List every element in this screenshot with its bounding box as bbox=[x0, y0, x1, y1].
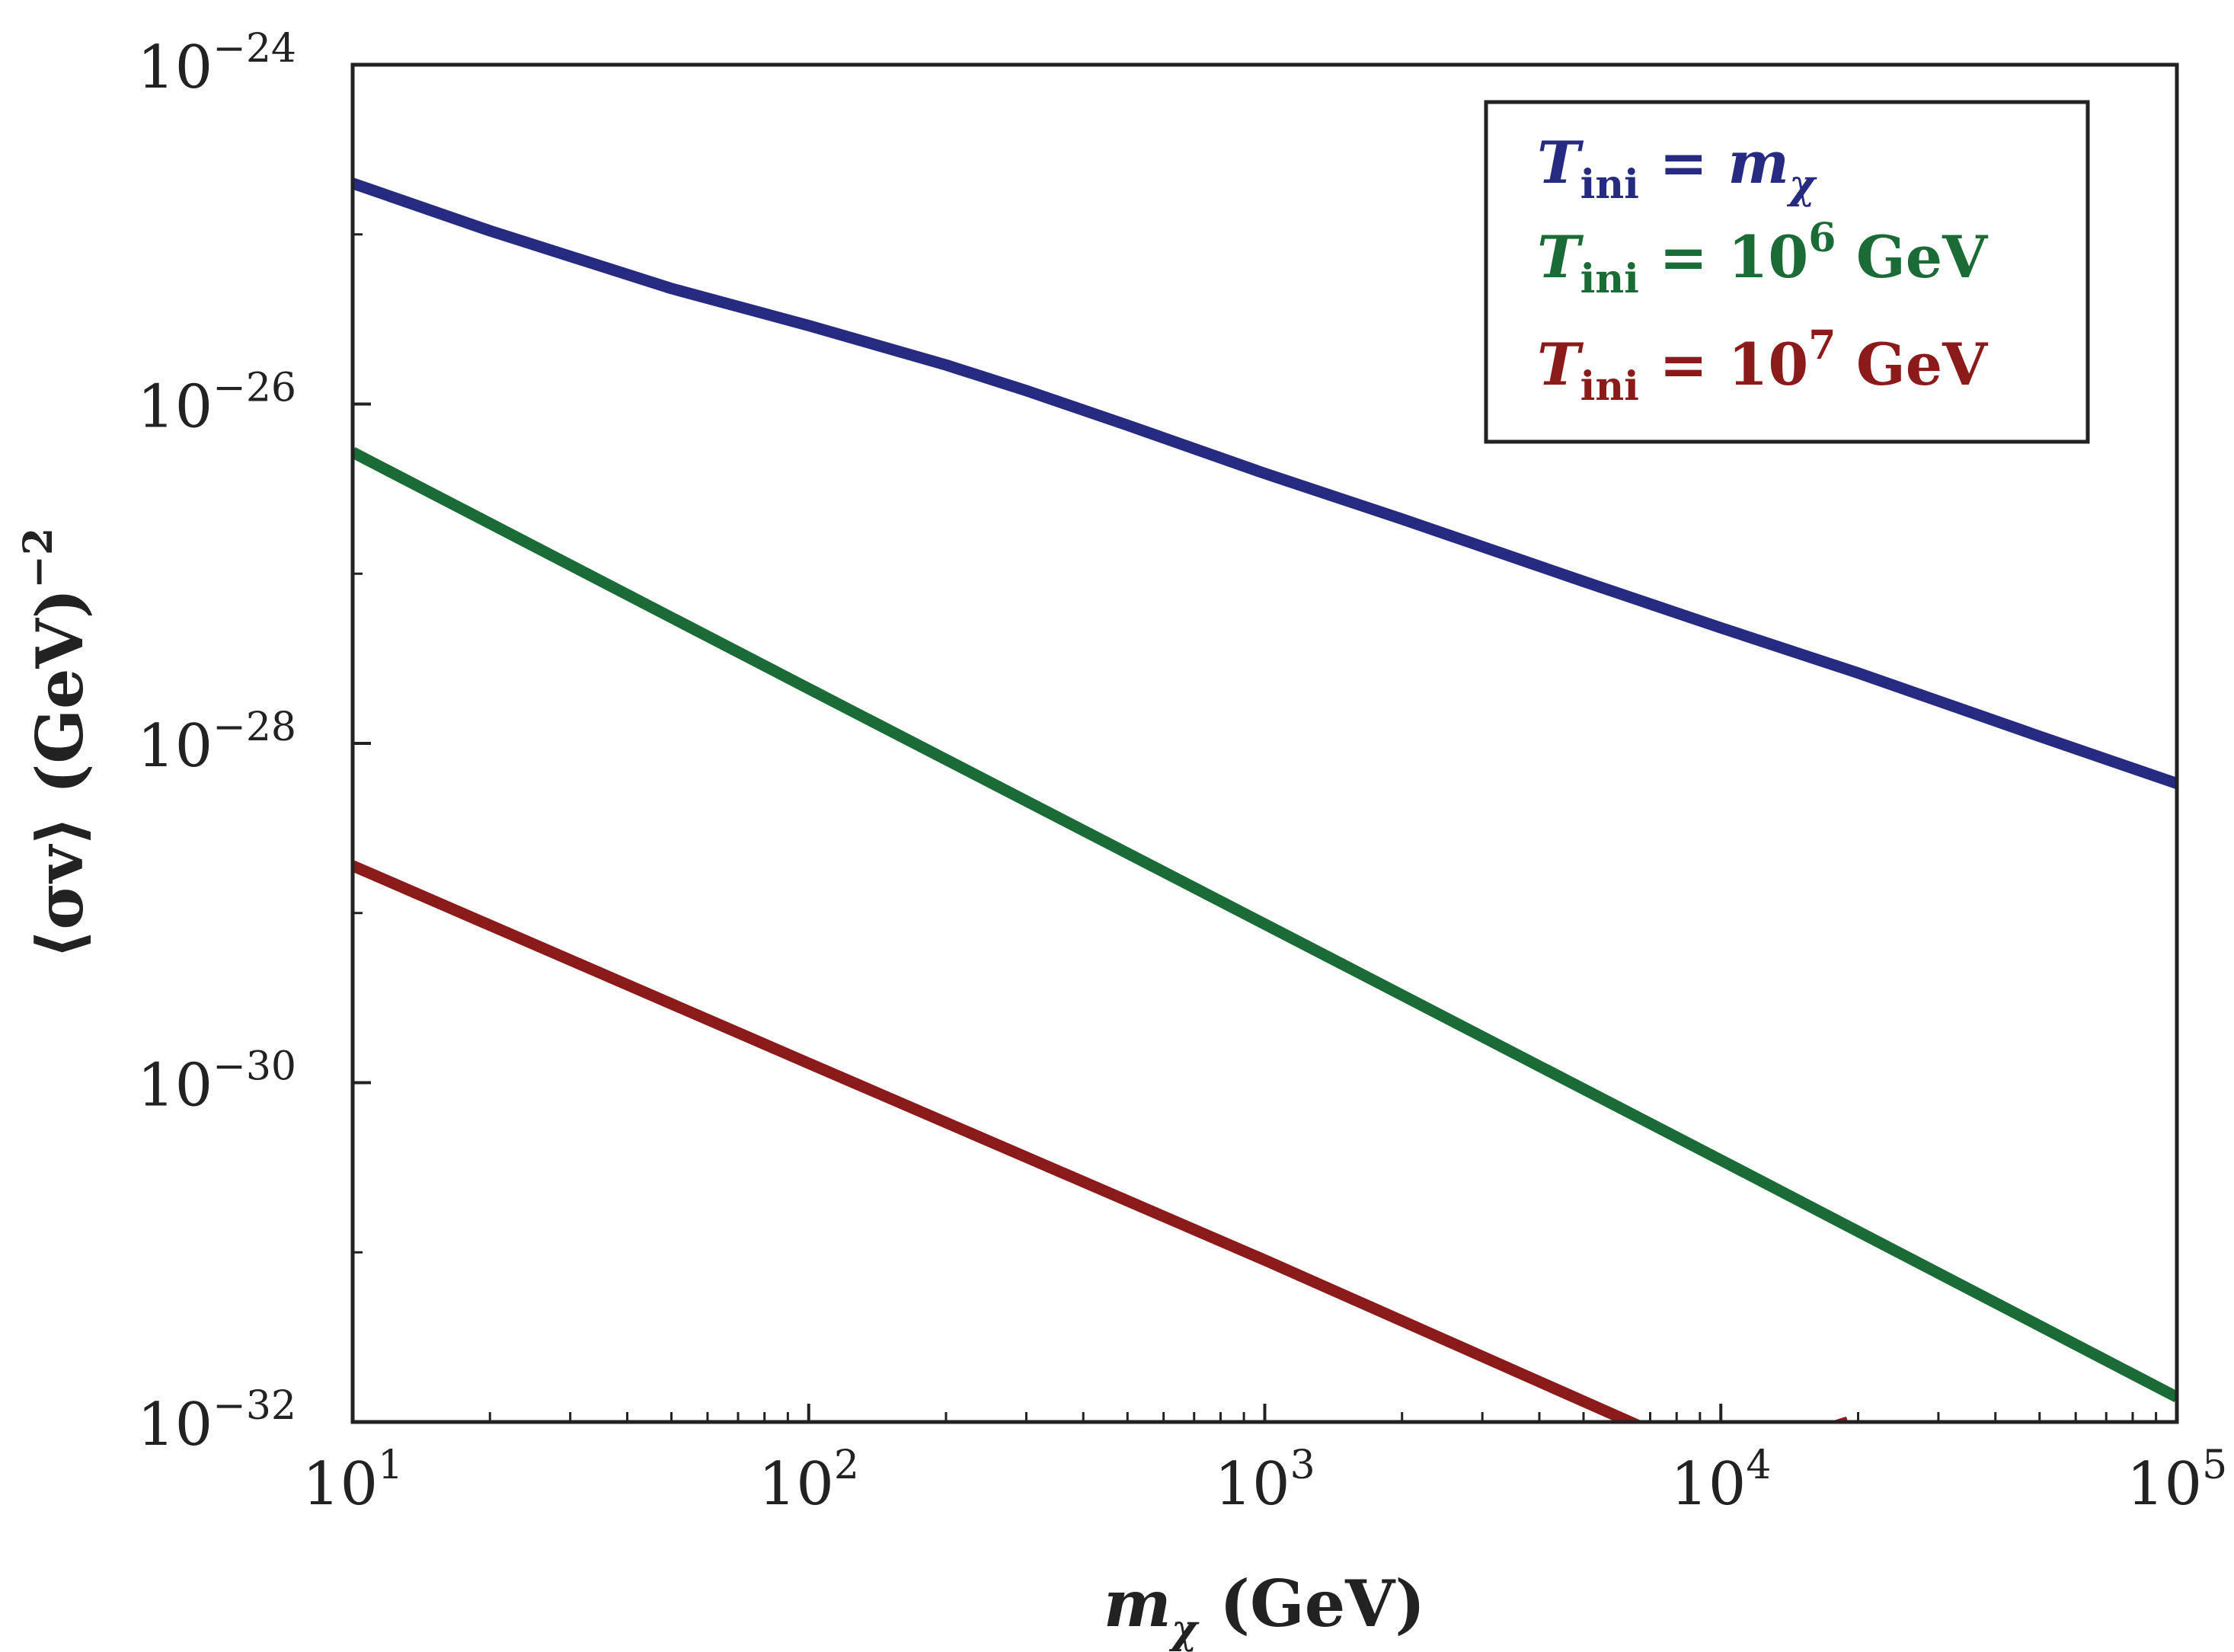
x-tick-label-1: 102 bbox=[759, 1443, 859, 1519]
series-line-2 bbox=[353, 860, 1849, 1422]
legend-entry-tini-1e6: Tini = 106 GeV bbox=[1537, 215, 1989, 302]
y-tick-label-0: 10−24 bbox=[137, 26, 296, 102]
x-tick-labels: 101 102 103 104 105 bbox=[302, 1443, 2227, 1519]
x-axis-label: mχ (GeV) bbox=[1104, 1566, 1425, 1652]
y-tick-labels: 10−24 10−26 10−28 10−30 10−32 bbox=[137, 26, 296, 1459]
y-tick-label-1: 10−26 bbox=[137, 366, 296, 442]
y-tick-label-4: 10−32 bbox=[137, 1383, 296, 1459]
series-line-0 bbox=[353, 177, 2177, 789]
series-line-1 bbox=[353, 447, 2177, 1403]
series-lines bbox=[353, 177, 2177, 1422]
x-tick-label-2: 103 bbox=[1214, 1443, 1315, 1519]
legend: Tini = mχ Tini = 106 GeV Tini = 107 GeV bbox=[1484, 100, 2090, 444]
x-tick-label-4: 105 bbox=[2127, 1443, 2227, 1519]
legend-entry-tini-mchi: Tini = mχ bbox=[1537, 129, 1817, 208]
major-ticks bbox=[351, 63, 2178, 1424]
y-tick-label-3: 10−30 bbox=[137, 1044, 296, 1120]
y-tick-label-2: 10−28 bbox=[137, 705, 296, 781]
x-tick-label-3: 104 bbox=[1670, 1443, 1771, 1519]
x-tick-label-0: 101 bbox=[302, 1443, 403, 1519]
legend-entry-tini-1e7: Tini = 107 GeV bbox=[1537, 322, 1989, 410]
legend-box bbox=[1484, 100, 2090, 444]
y-axis-label: ⟨σv⟩ (GeV)−2 bbox=[15, 528, 97, 959]
